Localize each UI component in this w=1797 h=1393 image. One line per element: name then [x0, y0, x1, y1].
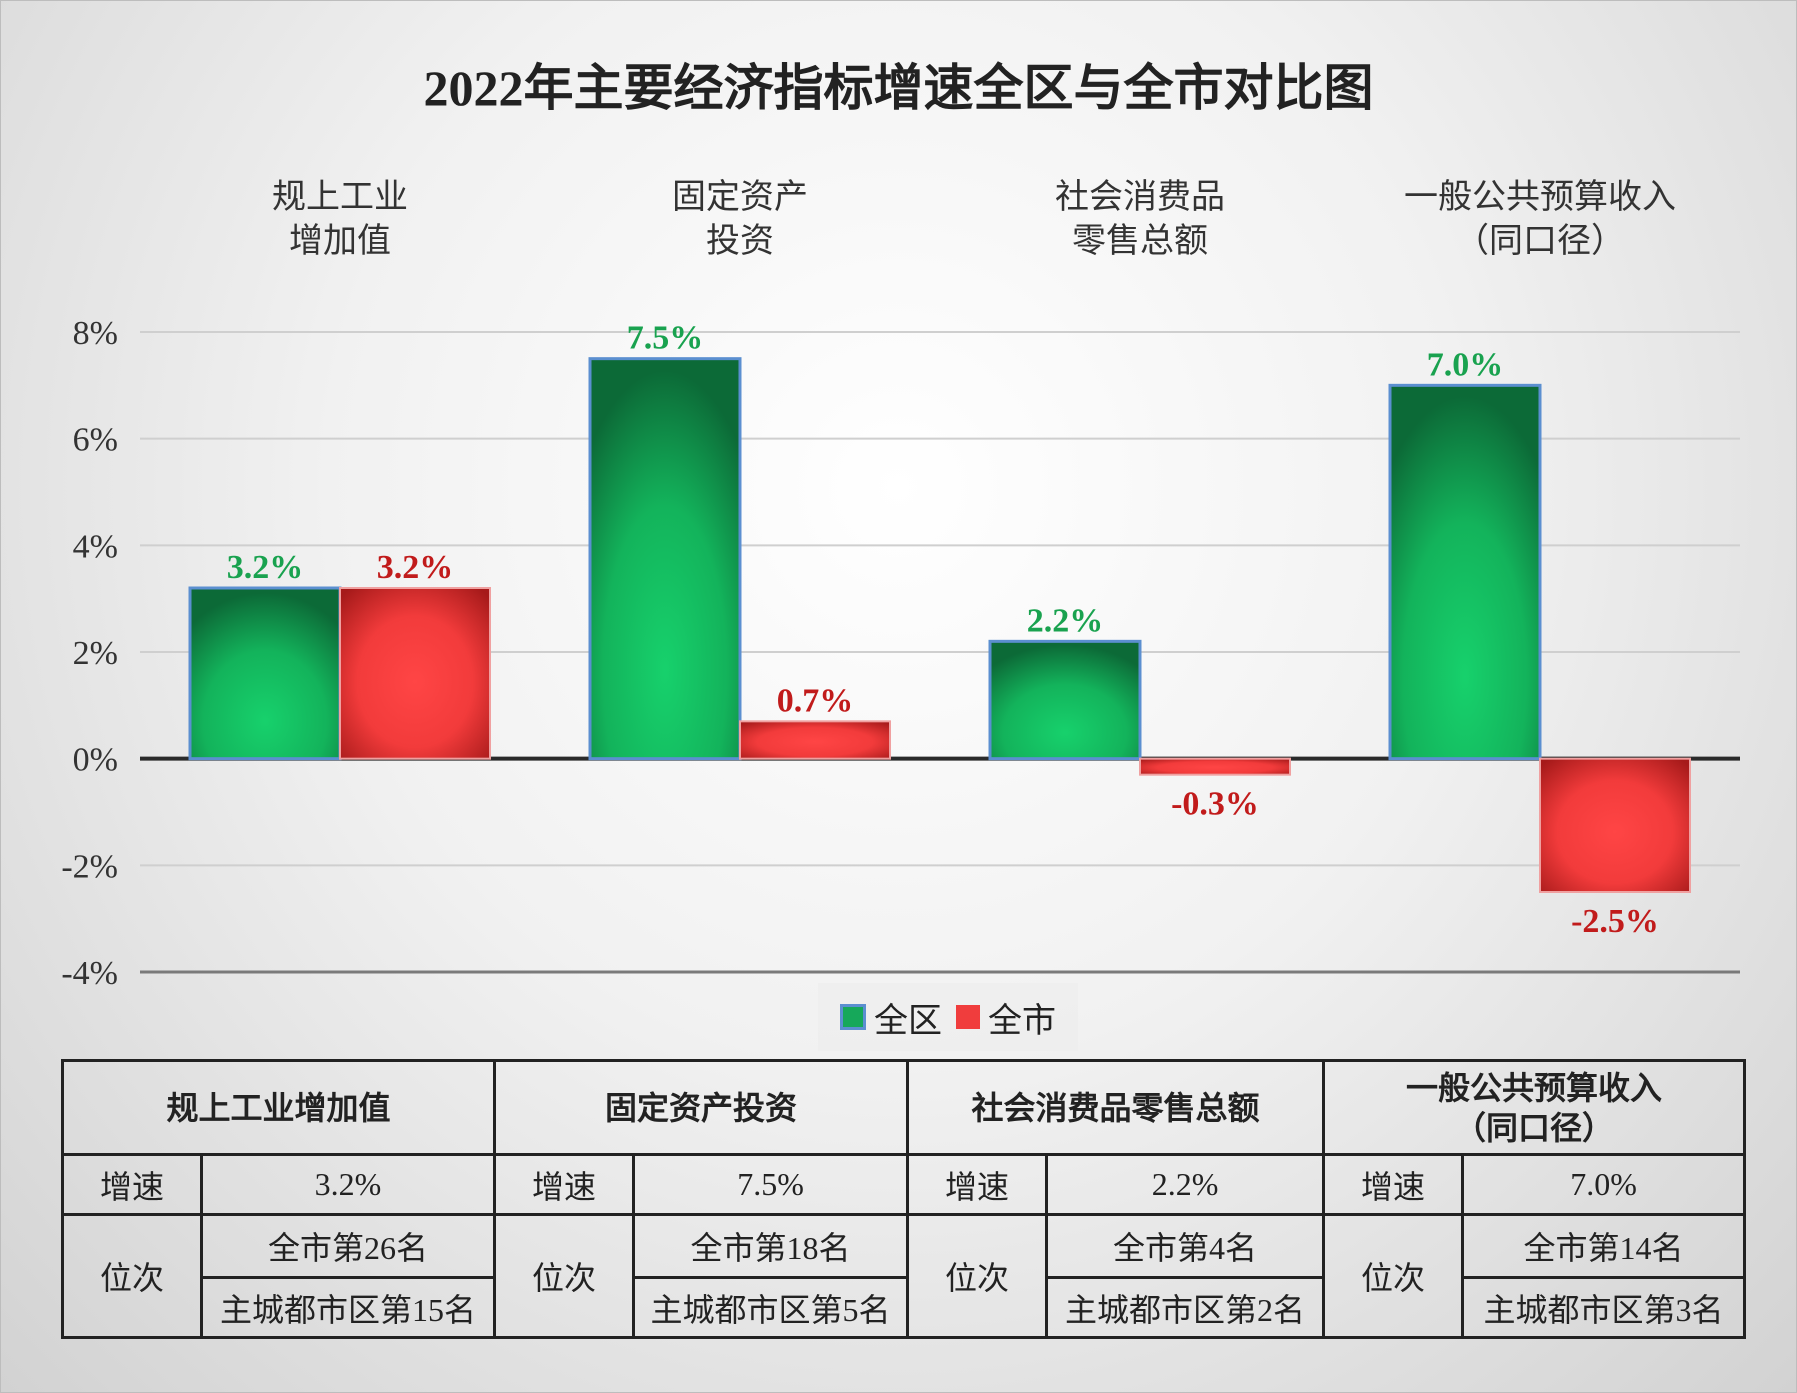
y-tick-label: -2%	[61, 848, 118, 885]
y-tick-label: 2%	[73, 635, 118, 672]
table-cell: 2.2%	[1045, 1153, 1326, 1216]
table-row-label: 增速	[906, 1153, 1049, 1216]
data-label: 3.2%	[377, 549, 454, 586]
table-cell: 全市第26名	[199, 1213, 497, 1279]
y-tick-label: 4%	[73, 528, 118, 565]
table-row-label: 位次	[493, 1213, 636, 1339]
legend-item-district: 全区	[840, 993, 942, 1042]
table-cell: 全市第18名	[632, 1213, 910, 1279]
table-header-cell: 一般公共预算收入 （同口径）	[1322, 1059, 1747, 1156]
table-header-line: （同口径）	[1454, 1108, 1615, 1147]
bar-city	[739, 720, 891, 760]
data-label: 7.0%	[1427, 346, 1504, 383]
bar-district	[588, 357, 742, 761]
table-row-label: 增速	[493, 1153, 636, 1216]
legend-label-district: 全区	[874, 1001, 942, 1040]
table-cell: 主城都市区第5名	[632, 1276, 910, 1339]
bar-chart: 8% 6% 4% 2% 0% -2% -4% 规上工业增加值 固定资产投资 社会消费品零售总额 一…	[61, 177, 1740, 992]
legend-item-city: 全市	[956, 993, 1056, 1042]
legend-swatch-red	[956, 1005, 980, 1029]
y-tick-label: -4%	[61, 955, 118, 992]
table-cell: 主城都市区第3名	[1461, 1276, 1747, 1339]
table-row-label: 位次	[61, 1213, 203, 1339]
legend: 全区 全市	[818, 983, 1078, 1051]
table-cell: 7.0%	[1461, 1153, 1747, 1216]
table-cell: 3.2%	[199, 1153, 497, 1216]
category-label: 零售总额	[1072, 221, 1208, 261]
category-label: 一般公共预算收入	[1404, 177, 1676, 217]
bar-city	[339, 587, 491, 760]
bar-district	[188, 586, 342, 761]
table-row: 主城都市区第15名 主城都市区第5名 主城都市区第2名 主城都市区第3名	[63, 1276, 1747, 1339]
data-label: 7.5%	[627, 320, 704, 357]
table-cell: 主城都市区第2名	[1045, 1276, 1326, 1339]
data-label: -2.5%	[1571, 903, 1659, 940]
category-label: 社会消费品	[1055, 177, 1225, 217]
bar-district	[988, 639, 1142, 761]
table-header-cell: 固定资产投资	[493, 1059, 910, 1156]
data-label: 2.2%	[1027, 602, 1104, 639]
table-cell: 全市第4名	[1045, 1213, 1326, 1279]
bar-city	[1539, 757, 1691, 894]
table-cell: 全市第14名	[1461, 1213, 1747, 1279]
bar-city	[1139, 757, 1291, 776]
table-row-label: 位次	[1322, 1213, 1465, 1339]
table-row-label: 位次	[906, 1213, 1049, 1339]
y-tick-label: 8%	[73, 315, 118, 352]
legend-label-city: 全市	[988, 1001, 1056, 1040]
category-label: 投资	[706, 221, 774, 261]
category-label: 规上工业	[272, 177, 408, 217]
table-row-label: 增速	[1322, 1153, 1465, 1216]
table-header-row: 规上工业增加值 固定资产投资 社会消费品零售总额 一般公共预算收入 （同口径）	[60, 1059, 1747, 1156]
category-label: 固定资产	[672, 177, 808, 217]
category-label: （同口径）	[1455, 221, 1625, 261]
data-label: 0.7%	[777, 682, 854, 719]
table-header-cell: 社会消费品零售总额	[906, 1059, 1326, 1156]
table-row-label: 增速	[61, 1153, 203, 1216]
ranking-table: 规上工业增加值 固定资产投资 社会消费品零售总额 一般公共预算收入 （同口径） …	[60, 1059, 1747, 1339]
data-label: -0.3%	[1171, 786, 1259, 823]
bar-district	[1388, 383, 1542, 761]
table-header-line: 一般公共预算收入	[1406, 1068, 1663, 1107]
table-row: 位次 全市第26名 位次 全市第18名 位次 全市第4名 位次 全市第14名	[61, 1213, 1747, 1339]
y-tick-label: 6%	[73, 422, 118, 459]
table-row: 增速 3.2% 增速 7.5% 增速 2.2% 增速 7.0%	[61, 1153, 1747, 1216]
legend-swatch-green	[840, 1004, 866, 1030]
table-cell: 主城都市区第15名	[199, 1276, 497, 1339]
category-label: 增加值	[289, 221, 391, 261]
table-cell: 7.5%	[632, 1153, 910, 1216]
table-header-cell: 规上工业增加值	[60, 1059, 497, 1156]
chart-title: 2022年主要经济指标增速全区与全市对比图	[423, 60, 1374, 116]
data-label: 3.2%	[227, 549, 304, 586]
y-tick-label: 0%	[73, 742, 118, 779]
